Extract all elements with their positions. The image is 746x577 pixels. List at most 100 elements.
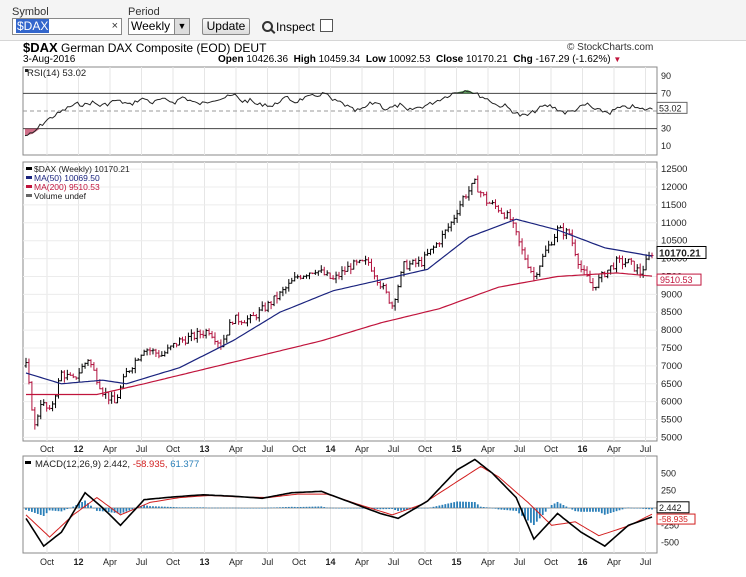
x-tick-label: Jul xyxy=(640,557,652,567)
macd-histogram-bar xyxy=(273,507,275,509)
macd-histogram-bar xyxy=(270,507,272,509)
x-tick-label: 16 xyxy=(577,444,587,454)
macd-histogram-bar xyxy=(252,507,255,509)
x-tick-label: 15 xyxy=(451,444,461,454)
price-legend-swatch xyxy=(26,194,32,197)
macd-histogram-bar xyxy=(468,501,470,508)
x-tick-label: Jul xyxy=(136,557,148,567)
macd-histogram-bar xyxy=(527,507,529,521)
macd-histogram-bar xyxy=(453,502,456,508)
clear-icon[interactable]: × xyxy=(111,20,118,32)
macd-histogram-bar xyxy=(90,505,92,508)
ma200-line xyxy=(26,272,653,396)
chevron-down-icon[interactable]: ▼ xyxy=(174,19,189,34)
macd-histogram-bar xyxy=(101,507,104,512)
macd-histogram-bar xyxy=(488,507,491,509)
chg-value: -167.29 (-1.62%) xyxy=(535,54,611,65)
macd-histogram-bar xyxy=(308,506,311,508)
macd-histogram-bar xyxy=(524,507,526,519)
macd-histogram-bar xyxy=(633,507,636,509)
macd-histogram-bar xyxy=(172,507,175,508)
macd-histogram-bar xyxy=(284,507,287,508)
macd-histogram-bar xyxy=(423,507,426,509)
low-label: Low xyxy=(365,54,386,65)
macd-histogram-bar xyxy=(323,507,326,508)
period-label: Period xyxy=(128,6,160,18)
macd-histogram-bar xyxy=(615,507,618,512)
macd-histogram-bar xyxy=(621,507,624,510)
x-tick-label: Jul xyxy=(262,444,274,454)
x-tick-label: Oct xyxy=(40,444,55,454)
chart-title: $DAX German DAX Composite (EOD) DEUT xyxy=(23,40,266,55)
macd-histogram-bar xyxy=(645,507,647,510)
macd-histogram-bar xyxy=(411,507,414,510)
x-tick-label: Oct xyxy=(40,557,55,567)
rsi-last-value-box xyxy=(656,101,688,114)
macd-histogram-bar xyxy=(279,507,281,508)
macd-histogram-bar xyxy=(255,507,258,509)
update-button[interactable]: Update xyxy=(202,18,250,35)
close-value: 10170.21 xyxy=(465,54,508,65)
x-tick-label: Jul xyxy=(136,444,148,454)
macd-histogram-bar xyxy=(184,507,187,508)
macd-histogram-bar xyxy=(202,507,205,508)
ma50-line xyxy=(25,218,653,385)
macd-histogram-bar xyxy=(63,507,66,511)
macd-histogram-bar xyxy=(314,506,317,508)
macd-histogram-bar xyxy=(57,507,60,512)
inspect-checkbox[interactable] xyxy=(320,19,334,32)
macd-legend-main: MACD(12,26,9) 2.442, xyxy=(35,459,133,470)
x-tick-label: 14 xyxy=(325,444,335,454)
macd-histogram-bar xyxy=(642,507,645,509)
price-legend-swatch xyxy=(26,176,32,179)
macd-signal-last-box xyxy=(656,513,696,525)
macd-histogram-bar xyxy=(639,507,642,509)
x-tick-label: Apr xyxy=(607,557,621,567)
macd-histogram-bar xyxy=(107,507,110,513)
macd-histogram-bar xyxy=(72,506,75,508)
macd-histogram-bar xyxy=(110,507,113,513)
rsi-tick-label: 10 xyxy=(661,141,671,151)
rsi-oversold-fill xyxy=(25,128,33,136)
macd-histogram-bar xyxy=(81,502,84,508)
macd-histogram-bar xyxy=(606,507,609,514)
macd-histogram-bar xyxy=(222,507,225,509)
macd-histogram-bar xyxy=(373,507,376,510)
macd-tick-label: -250 xyxy=(661,520,679,530)
macd-histogram-bar xyxy=(45,507,48,514)
macd-histogram-bar xyxy=(609,507,612,513)
macd-histogram-bar xyxy=(143,505,146,508)
macd-histogram-bar xyxy=(163,506,166,508)
inspect-toggle[interactable]: Inspect xyxy=(262,19,334,34)
macd-histogram-bar xyxy=(556,501,559,508)
x-tick-label: Oct xyxy=(166,557,181,567)
x-tick-label: Oct xyxy=(166,444,181,454)
macd-histogram-bar xyxy=(627,507,630,509)
macd-histogram-bar xyxy=(51,507,54,511)
rsi-overbought-fill xyxy=(467,89,475,94)
macd-histogram-bar xyxy=(535,507,538,522)
macd-histogram-bar xyxy=(580,507,583,512)
x-tick-label: 15 xyxy=(451,557,461,567)
macd-histogram-bar xyxy=(394,507,397,510)
last-close-value: 10170.21 xyxy=(659,248,701,259)
macd-legend-signal: -58.935, xyxy=(133,459,171,470)
macd-histogram-bar xyxy=(25,507,27,510)
price-tick-label: 7000 xyxy=(661,361,682,372)
macd-histogram-bar xyxy=(577,507,580,512)
macd-histogram-bar xyxy=(261,507,264,509)
macd-histogram-bar xyxy=(66,507,69,510)
macd-histogram-bar xyxy=(355,507,358,509)
macd-histogram-bar xyxy=(166,506,169,508)
macd-histogram-bar xyxy=(199,507,202,508)
ohlc-readout: Open 10426.36 High 10459.34 Low 10092.53… xyxy=(218,54,621,65)
price-tick-label: 9000 xyxy=(661,289,682,300)
x-tick-label: Jul xyxy=(262,557,274,567)
symbol-label: Symbol xyxy=(12,6,49,18)
brand-link[interactable]: © StockCharts.com xyxy=(567,42,654,53)
period-select[interactable]: Weekly ▼ xyxy=(128,18,190,35)
macd-histogram-bar xyxy=(302,506,305,508)
symbol-input[interactable]: $DAX × xyxy=(12,18,122,35)
macd-histogram-bar xyxy=(228,507,231,509)
